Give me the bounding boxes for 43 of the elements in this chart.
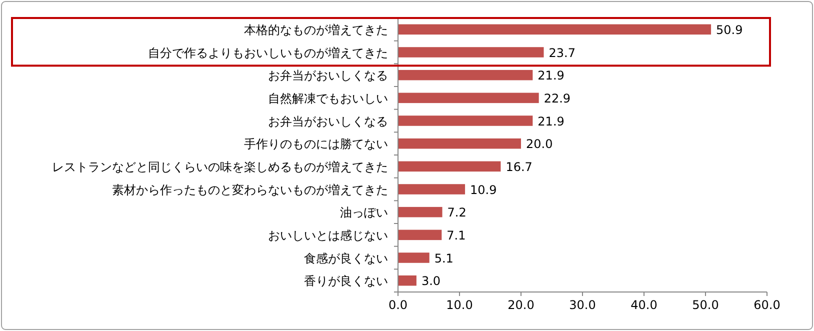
bar — [398, 206, 442, 218]
data-label: 21.9 — [538, 114, 564, 128]
data-label: 7.2 — [447, 206, 466, 220]
bar — [398, 230, 442, 240]
data-label: 50.9 — [716, 22, 743, 37]
bar — [398, 161, 501, 172]
data-label: 16.7 — [506, 160, 532, 174]
data-label: 21.9 — [538, 68, 564, 83]
x-tick-label: 40.0 — [630, 298, 658, 312]
x-tick-label: 10.0 — [446, 298, 473, 312]
x-tick-label: 0.0 — [388, 298, 408, 312]
bar — [398, 92, 539, 104]
data-label: 23.7 — [548, 46, 576, 60]
data-label: 5.1 — [434, 251, 454, 266]
y-tick-label: 本格的なものが増えてきた — [244, 22, 388, 37]
y-tick-label: 食感が良くない — [304, 251, 388, 266]
bar — [398, 24, 712, 35]
y-tick-label: 素材から作ったものと変わらないものが増えてきた — [112, 182, 388, 197]
y-tick-label: 手作りのものには勝てない — [244, 137, 388, 152]
x-tick-label: 30.0 — [569, 298, 596, 312]
y-tick-label: 香りが良くない — [304, 274, 388, 288]
x-tick-label: 60.0 — [754, 298, 780, 312]
data-label: 10.9 — [470, 182, 497, 197]
bar — [398, 138, 521, 149]
data-label: 20.0 — [526, 137, 553, 152]
bar — [398, 70, 533, 80]
y-tick-label: 自然解凍でもおいしい — [268, 91, 388, 106]
data-label: 3.0 — [421, 274, 441, 288]
data-label: 22.9 — [544, 91, 571, 106]
x-tick-label: 50.0 — [692, 298, 719, 312]
bar — [398, 275, 416, 286]
y-tick-label: 油っぽい — [340, 206, 388, 220]
bar — [398, 116, 533, 126]
bar — [398, 252, 430, 263]
y-tick-label: レストランなどと同じくらいの味を楽しめるものが増えてきた — [52, 160, 388, 174]
y-tick-label: お弁当がおいしくなる — [268, 68, 388, 83]
bar — [398, 47, 544, 58]
data-label: 7.1 — [446, 228, 466, 242]
x-tick-label: 20.0 — [508, 298, 534, 312]
y-tick-label: 自分で作るよりもおいしいものが増えてきた — [148, 46, 388, 60]
bar — [398, 184, 466, 194]
y-tick-label: お弁当がおいしくなる — [268, 114, 388, 128]
y-tick-label: おいしいとは感じない — [268, 228, 388, 242]
